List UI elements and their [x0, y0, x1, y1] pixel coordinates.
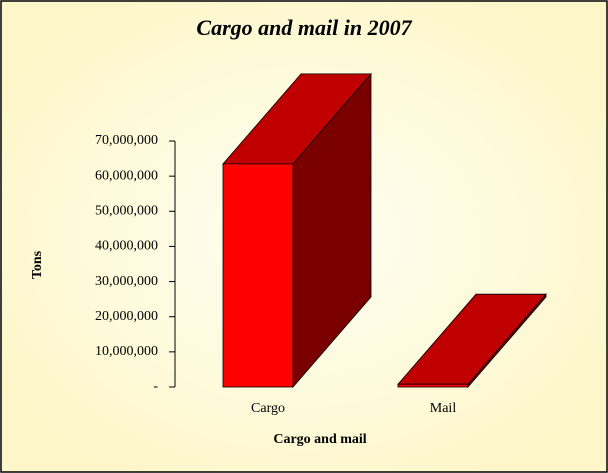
y-tick-label: 30,000,000: [95, 274, 158, 289]
y-tick-label: -: [153, 379, 158, 394]
y-axis-label: Tons: [30, 250, 45, 279]
x-tick-label: Mail: [430, 401, 457, 416]
bar: [397, 383, 469, 388]
x-axis-label: Cargo and mail: [273, 432, 366, 447]
y-tick-label: 10,000,000: [95, 344, 158, 359]
bar: [222, 163, 294, 388]
y-tick-label: 50,000,000: [95, 204, 158, 219]
y-tick-label: 70,000,000: [95, 133, 158, 148]
y-tick-label: 20,000,000: [95, 309, 158, 324]
y-tick-label: 40,000,000: [95, 239, 158, 254]
y-tick-label: 60,000,000: [95, 168, 158, 183]
x-tick-label: Cargo: [251, 401, 285, 416]
chart-title: Cargo and mail in 2007: [196, 15, 412, 40]
